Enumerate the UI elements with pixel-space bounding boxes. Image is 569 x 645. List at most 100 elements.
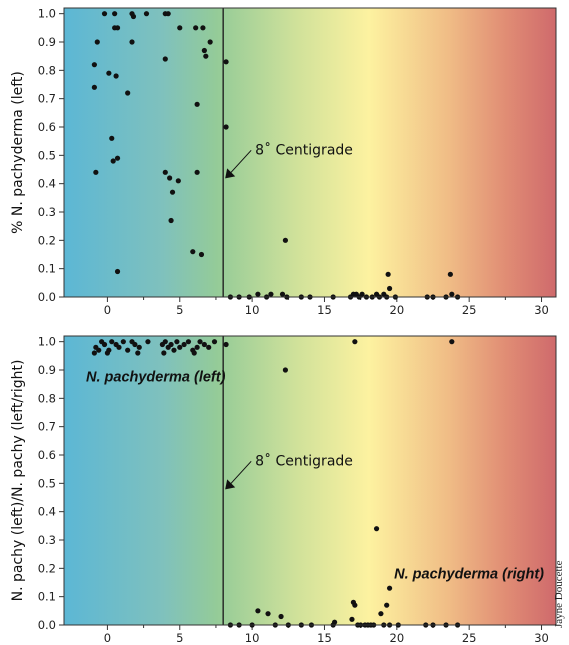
data-point bbox=[165, 11, 171, 17]
y-tick-label: 0.9 bbox=[38, 35, 56, 49]
y-tick-label: 0.0 bbox=[38, 618, 56, 632]
x-tick-label: 5 bbox=[176, 303, 183, 317]
data-point bbox=[386, 585, 393, 591]
data-point bbox=[125, 90, 131, 96]
data-point bbox=[135, 350, 141, 356]
data-point bbox=[352, 339, 358, 345]
x-tick-label: 30 bbox=[534, 631, 549, 645]
data-point bbox=[91, 350, 97, 356]
annotation-arrow bbox=[229, 149, 252, 174]
data-point bbox=[194, 344, 200, 350]
data-point bbox=[96, 347, 102, 353]
data-point bbox=[207, 39, 213, 45]
data-point bbox=[116, 344, 122, 350]
data-point bbox=[203, 53, 209, 59]
data-point bbox=[223, 341, 229, 348]
data-point bbox=[114, 25, 121, 31]
data-point bbox=[177, 25, 183, 31]
data-point bbox=[190, 249, 196, 255]
y-tick-label: 0.1 bbox=[38, 590, 56, 604]
chart-top-panel: 0 5 10 15 20 25 30 0.0 0.1 0.2 0.3 0.4 0.5 0.6 0.7 0.8 0… bbox=[10, 7, 557, 317]
data-point bbox=[125, 347, 131, 353]
data-point bbox=[168, 341, 174, 348]
vline-label: 8˚ Centigrade bbox=[255, 452, 353, 469]
data-point bbox=[201, 47, 207, 54]
annotation-arrow bbox=[229, 460, 252, 485]
y-tick-label: 0.8 bbox=[38, 63, 56, 77]
data-point bbox=[385, 271, 391, 277]
data-point bbox=[206, 344, 212, 350]
temperature-gradient-background bbox=[64, 8, 556, 297]
x-tick-label: 0 bbox=[104, 303, 111, 317]
x-tick-label: 20 bbox=[390, 303, 405, 317]
data-point bbox=[129, 11, 135, 17]
x-tick-label: 25 bbox=[462, 303, 477, 317]
y-tick-label: 0.2 bbox=[38, 233, 56, 247]
x-tick-label: 15 bbox=[317, 631, 332, 645]
data-point bbox=[120, 339, 126, 345]
data-point bbox=[109, 339, 115, 345]
data-point bbox=[349, 616, 355, 622]
data-point bbox=[91, 62, 97, 68]
data-point bbox=[162, 56, 168, 62]
data-point bbox=[211, 339, 218, 345]
y-tick-label: 1.0 bbox=[38, 335, 56, 349]
data-point bbox=[384, 602, 390, 608]
data-point bbox=[101, 11, 108, 17]
x-tick-label: 10 bbox=[245, 303, 260, 317]
x-tick-label: 5 bbox=[176, 631, 183, 645]
data-point bbox=[265, 611, 271, 617]
y-axis-title: % N. pachyderma (left) bbox=[10, 71, 26, 234]
y-tick-label: 0.5 bbox=[38, 476, 56, 490]
chart-bottom-panel: 0 5 10 15 20 25 30 0.0 0.1 0.2 0.3 0.4 0.5 0.6 0.7 0.8 0… bbox=[10, 335, 557, 645]
data-point bbox=[255, 291, 261, 297]
data-points bbox=[91, 11, 461, 300]
data-point bbox=[114, 268, 121, 275]
data-point bbox=[352, 602, 358, 608]
y-tick-label: 0.3 bbox=[38, 205, 56, 219]
data-point bbox=[193, 25, 199, 31]
data-point bbox=[194, 169, 200, 175]
data-point bbox=[171, 347, 177, 353]
annotation-arrow-head bbox=[225, 168, 236, 179]
species-label-left: N. pachyderma (left) bbox=[86, 369, 226, 385]
data-point bbox=[200, 25, 206, 31]
x-tick-label: 10 bbox=[245, 631, 260, 645]
data-point bbox=[129, 39, 135, 45]
data-point bbox=[359, 291, 365, 297]
y-tick-label: 0.9 bbox=[38, 363, 56, 377]
y-tick-label: 1.0 bbox=[38, 7, 56, 21]
data-point bbox=[449, 339, 455, 345]
data-point bbox=[169, 189, 176, 195]
y-tick-label: 0.8 bbox=[38, 391, 56, 405]
y-tick-label: 0.4 bbox=[38, 177, 56, 191]
data-point bbox=[279, 291, 286, 297]
data-point bbox=[110, 158, 116, 164]
data-point bbox=[223, 124, 229, 130]
tick-layer: 0 5 10 15 20 25 30 0.0 0.1 0.2 0.3 0.4 0.5 0.6 0.7 0.8 0… bbox=[38, 335, 549, 645]
data-point bbox=[168, 217, 174, 224]
x-tick-label: 25 bbox=[462, 631, 477, 645]
data-point bbox=[282, 367, 288, 373]
data-point bbox=[181, 341, 187, 348]
y-tick-label: 0.3 bbox=[38, 533, 56, 547]
x-tick-label: 30 bbox=[534, 303, 549, 317]
data-point bbox=[447, 271, 453, 277]
data-point bbox=[161, 350, 167, 356]
data-point bbox=[278, 613, 284, 620]
data-point bbox=[185, 339, 192, 345]
data-point bbox=[268, 291, 274, 297]
y-tick-label: 0.0 bbox=[38, 290, 56, 304]
y-tick-label: 0.7 bbox=[38, 92, 56, 106]
data-point bbox=[132, 341, 138, 348]
data-point bbox=[177, 344, 183, 350]
x-tick-label: 15 bbox=[317, 303, 332, 317]
data-point bbox=[167, 175, 173, 181]
data-point bbox=[106, 70, 112, 76]
data-point bbox=[201, 341, 207, 348]
data-point bbox=[197, 339, 203, 345]
data-point bbox=[143, 11, 150, 17]
data-point bbox=[113, 73, 119, 79]
data-point bbox=[191, 350, 197, 356]
